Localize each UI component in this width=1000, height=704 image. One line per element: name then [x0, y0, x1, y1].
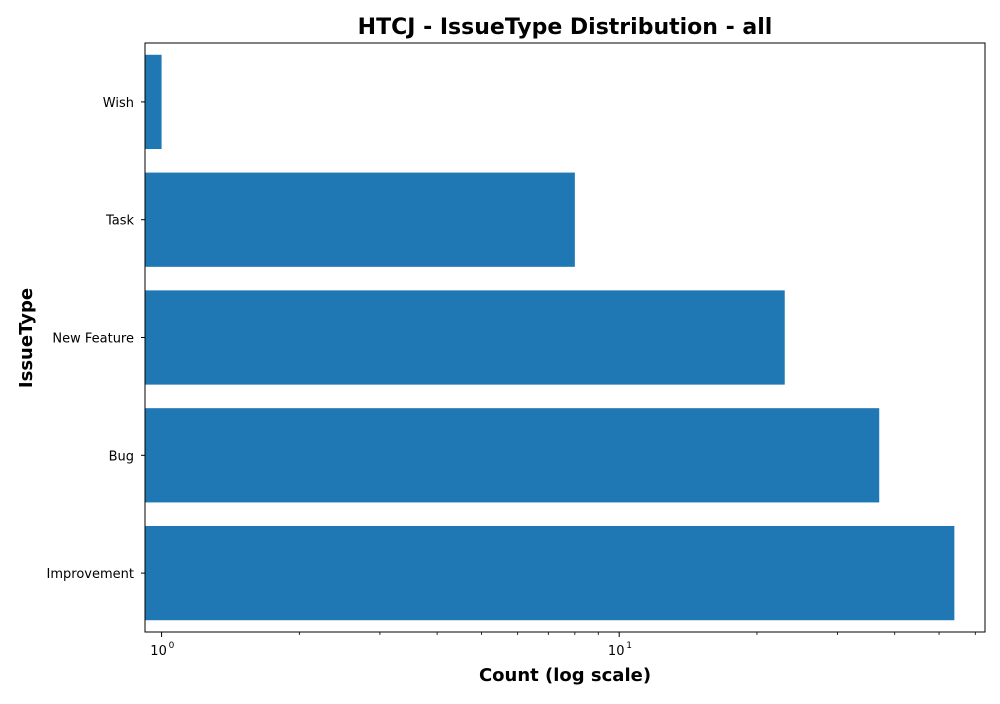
y-tick-label: New Feature: [52, 332, 134, 347]
y-tick-label: Improvement: [47, 567, 134, 582]
bars-group: [145, 54, 955, 621]
bar-improvement: [145, 525, 955, 621]
y-tick-label: Bug: [109, 449, 134, 464]
bar-wish: [145, 54, 162, 150]
x-tick-exponent: 0: [169, 641, 175, 651]
plot-frame: [144, 42, 986, 633]
bar-bug: [145, 408, 880, 503]
x-axis-label: Count (log scale): [479, 665, 651, 686]
x-tick-exponent: 1: [626, 641, 632, 651]
y-ticks-group: Improvement Bug New Feature Task Wish: [47, 96, 145, 582]
x-tick-label: 10: [608, 644, 625, 659]
x-tick-label: 10: [150, 644, 167, 659]
bar-new-feature: [145, 290, 785, 385]
y-tick-label: Wish: [103, 96, 134, 111]
bar-task: [145, 172, 575, 267]
chart-title: HTCJ - IssueType Distribution - all: [358, 15, 773, 40]
x-ticks-group: 10 0 10 1: [150, 632, 976, 659]
y-tick-label: Task: [105, 214, 135, 229]
y-axis-label: IssueType: [16, 288, 37, 388]
